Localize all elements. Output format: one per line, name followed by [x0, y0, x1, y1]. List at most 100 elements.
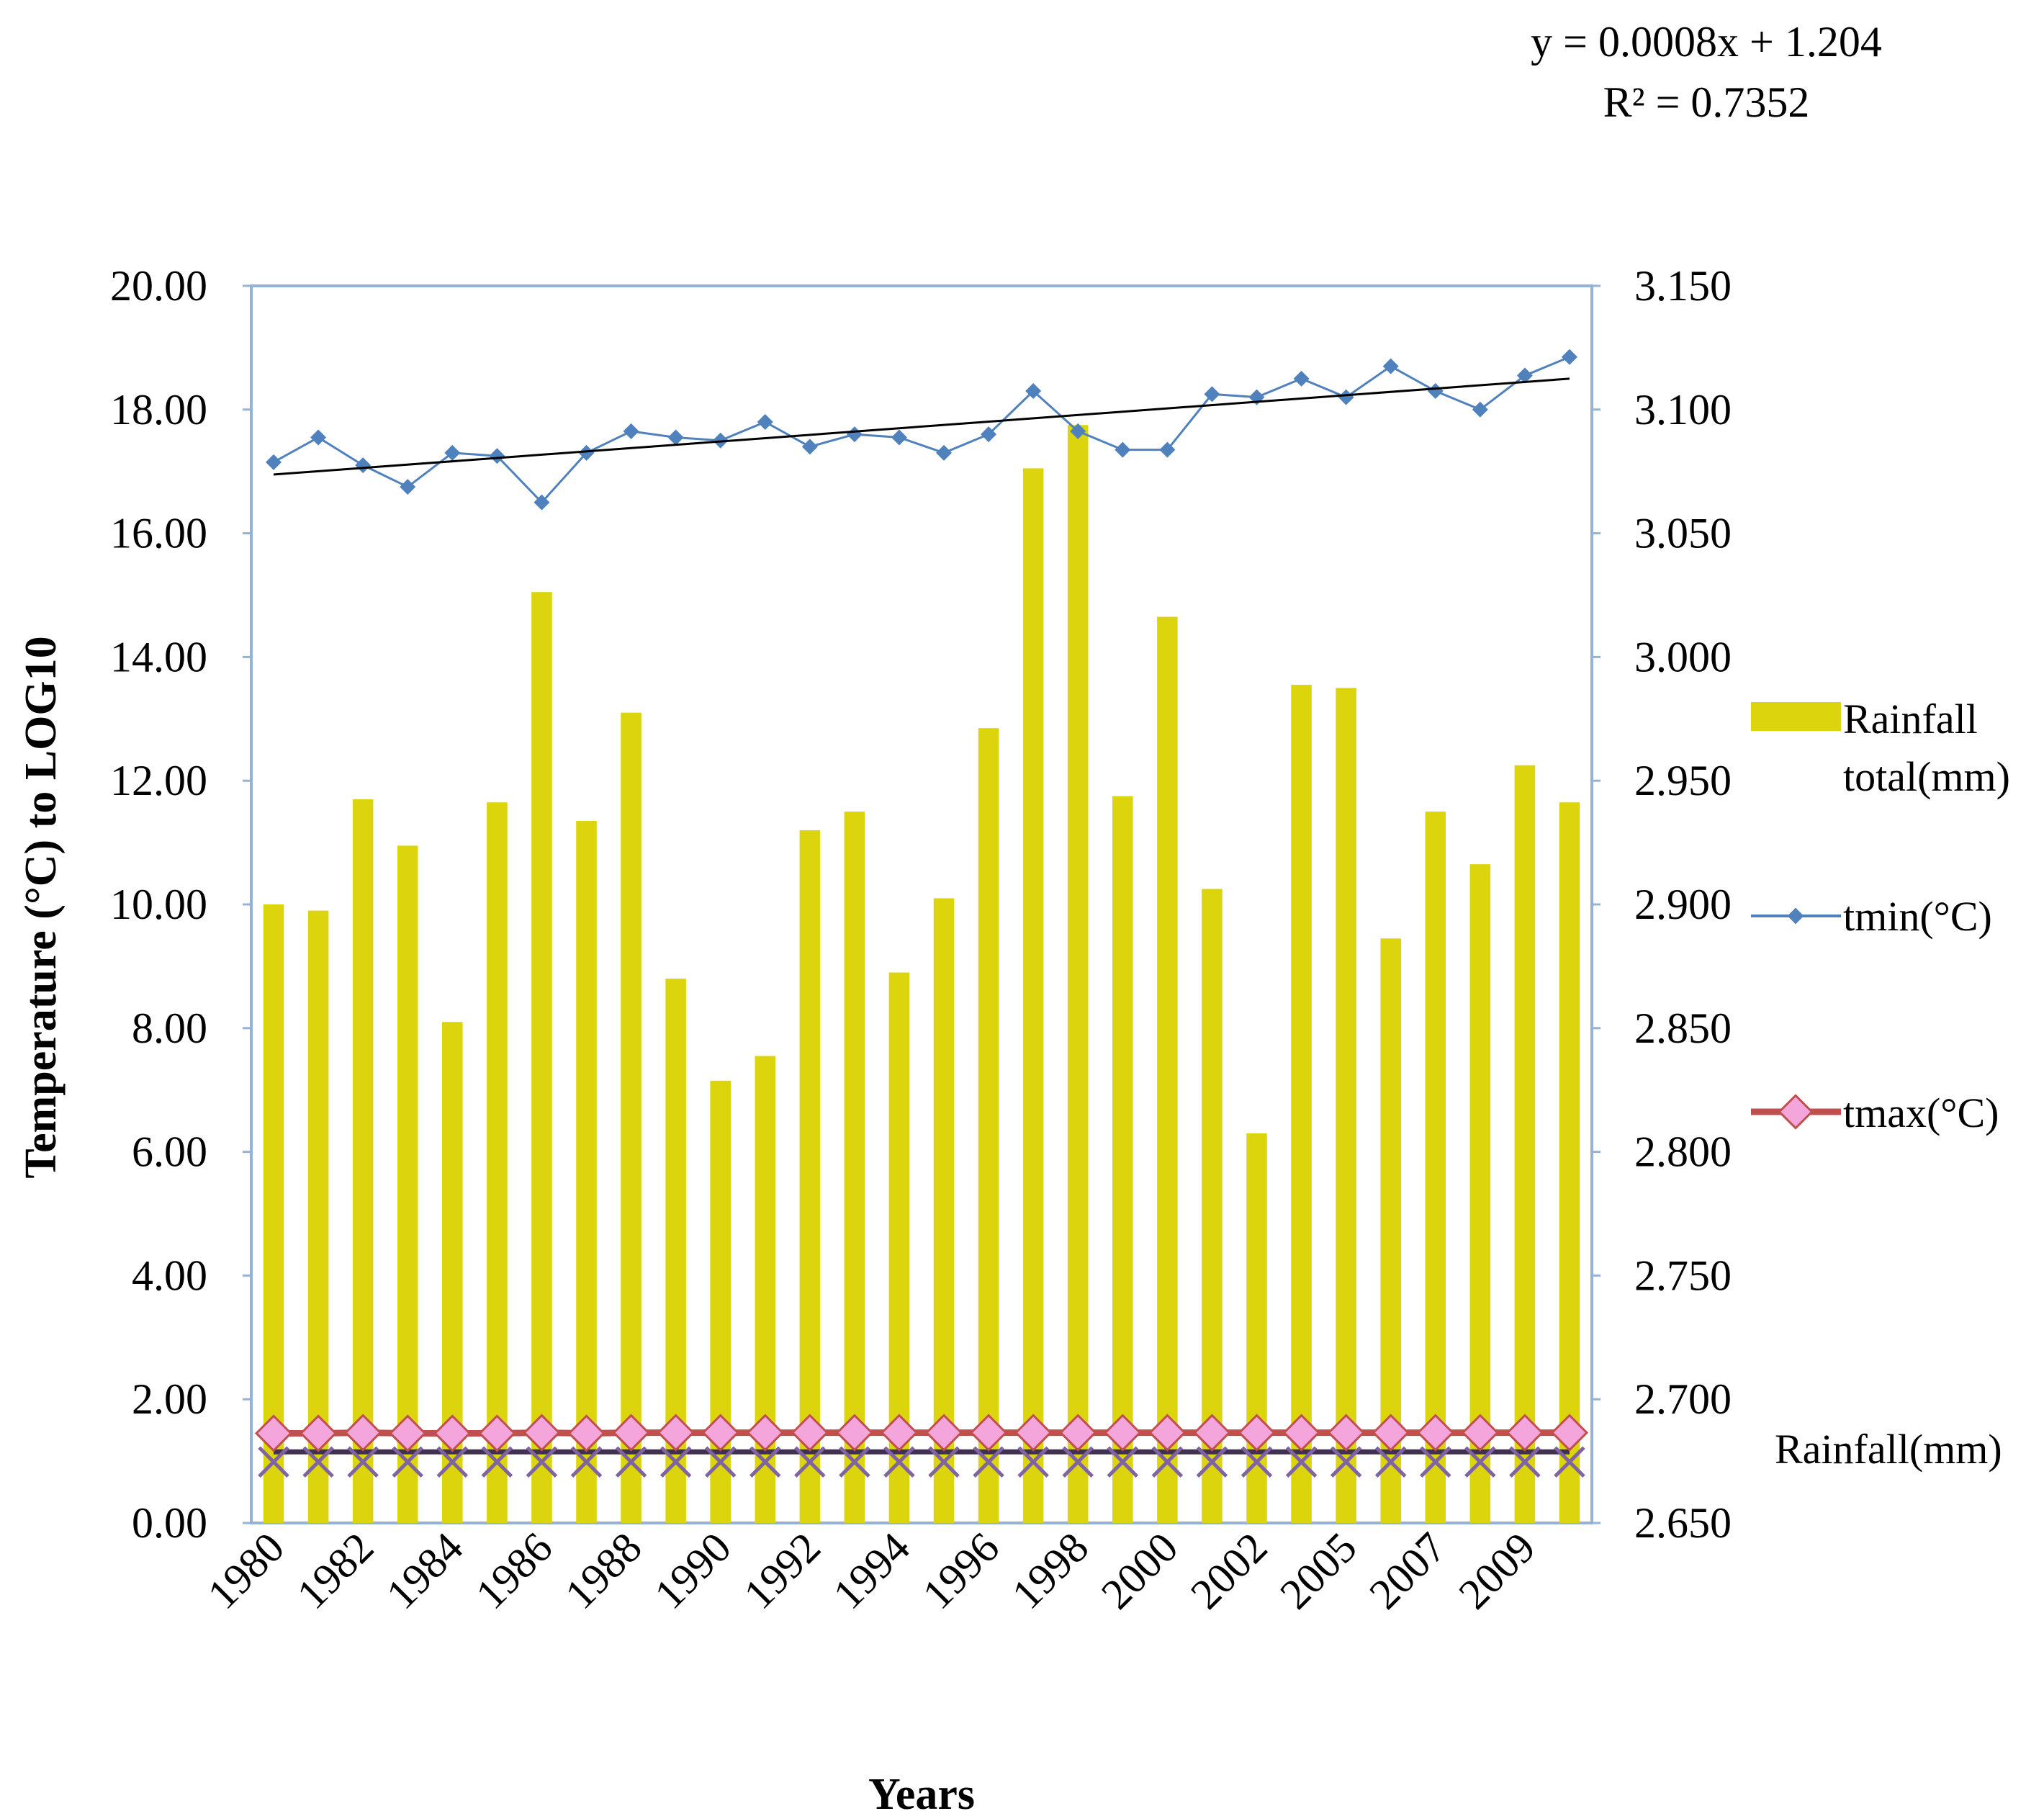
marker-tmax-1996	[969, 1414, 1008, 1452]
legend: Rainfall total(mm) tmin(°C) tmax(°C) Rai…	[1751, 696, 2010, 1473]
x-tick-label-2000: 2000	[1092, 1524, 1187, 1619]
marker-tmin-2004	[1293, 370, 1310, 387]
x-tick-label-1984: 1984	[377, 1524, 472, 1619]
bar-series-rainfall-total	[263, 425, 1580, 1524]
marker-tmin-1993	[846, 426, 863, 443]
bar-rainfall-2007	[1425, 812, 1446, 1523]
marker-tmax-1993	[835, 1414, 874, 1452]
y-right-tick-label-10: 3.150	[1634, 262, 1732, 310]
marker-tmin-2000	[1159, 441, 1176, 458]
marker-tmin-2001	[1204, 386, 1220, 403]
marker-tmax-2008	[1461, 1414, 1499, 1452]
marker-tmax-1988	[612, 1414, 650, 1452]
marker-rainfall-mm-1990	[704, 1446, 737, 1478]
marker-tmin-1983	[400, 479, 416, 495]
legend-label-rainfall-mm: Rainfall(mm)	[1775, 1426, 2002, 1473]
marker-tmax-2005	[1327, 1414, 1365, 1452]
marker-rainfall-mm-2002	[1241, 1446, 1273, 1478]
marker-rainfall-mm-2005	[1330, 1446, 1362, 1478]
marker-tmin-2008	[1472, 401, 1488, 418]
marker-rainfall-mm-2007	[1420, 1446, 1451, 1478]
marker-rainfall-mm-1999	[1107, 1446, 1139, 1478]
marker-tmin-1995	[936, 444, 953, 461]
marker-rainfall-mm-1991	[749, 1446, 781, 1478]
marker-tmax-2001	[1193, 1414, 1231, 1452]
bar-rainfall-1986	[531, 592, 552, 1523]
marker-tmax-1999	[1104, 1414, 1142, 1452]
y-right-tick-label-6: 2.950	[1634, 757, 1732, 804]
marker-rainfall-mm-1993	[839, 1446, 870, 1478]
x-tick-label-2009: 2009	[1450, 1524, 1545, 1619]
trendline-equation: y = 0.0008x + 1.204	[1531, 18, 1882, 66]
marker-tmin-1986	[533, 494, 550, 511]
marker-rainfall-mm-1985	[481, 1446, 513, 1478]
y-left-tick-label-0: 0.00	[132, 1499, 207, 1547]
marker-tmin-1994	[891, 429, 907, 446]
marker-tmin-1997	[1025, 383, 1042, 400]
y-left-tick-label-7: 14.00	[110, 633, 207, 680]
y-left-axis-title: Temperature (°C) to LOG10	[17, 636, 66, 1178]
x-tick-label-2002: 2002	[1181, 1524, 1277, 1619]
marker-tmax-1983	[389, 1414, 427, 1452]
bar-rainfall-1983	[397, 845, 418, 1523]
x-tick-label-1986: 1986	[467, 1524, 562, 1619]
marker-tmin-1989	[667, 429, 684, 446]
bar-rainfall-1985	[487, 802, 508, 1523]
bar-rainfall-2009	[1514, 765, 1536, 1523]
marker-tmin-2005	[1338, 389, 1354, 405]
y-left-tick-label-3: 6.00	[132, 1128, 207, 1176]
marker-tmax-1992	[791, 1414, 829, 1452]
marker-tmax-1987	[567, 1414, 605, 1452]
marker-tmax-1994	[880, 1414, 919, 1452]
marker-tmax-2009	[1505, 1414, 1544, 1452]
marker-rainfall-mm-2006	[1374, 1446, 1407, 1478]
x-tick-label-1990: 1990	[645, 1524, 740, 1619]
marker-tmin-2006	[1382, 358, 1399, 374]
bar-rainfall-2008	[1469, 864, 1491, 1523]
bar-rainfall-2002	[1246, 1133, 1267, 1523]
marker-tmax-1981	[299, 1414, 338, 1452]
marker-tmax-1998	[1059, 1414, 1097, 1452]
marker-rainfall-mm-1984	[436, 1446, 469, 1478]
y-right-tick-label-0: 2.650	[1634, 1499, 1732, 1547]
marker-rainfall-mm-1981	[302, 1446, 334, 1478]
y-right-tick-label-2: 2.750	[1634, 1251, 1732, 1299]
bar-rainfall-1982	[352, 799, 374, 1523]
y-right-tick-label-8: 3.050	[1634, 510, 1732, 557]
marker-rainfall-mm-2004	[1285, 1446, 1318, 1478]
line-tmin	[273, 356, 1570, 504]
x-tick-label-1988: 1988	[556, 1524, 651, 1619]
x-tick-label-2007: 2007	[1360, 1524, 1455, 1619]
line-series-group	[254, 349, 1589, 1478]
marker-rainfall-mm-1992	[794, 1446, 826, 1478]
x-tick-label-1996: 1996	[914, 1524, 1009, 1619]
marker-tmax-2007	[1416, 1414, 1454, 1452]
marker-tmin-2007	[1427, 383, 1444, 400]
marker-rainfall-mm-1989	[659, 1446, 692, 1478]
marker-tmin-1991	[757, 413, 773, 430]
marker-tmax-1997	[1014, 1414, 1053, 1452]
marker-tmax-1995	[924, 1414, 963, 1452]
marker-tmin-1981	[310, 429, 327, 446]
x-tick-label-1998: 1998	[1003, 1524, 1098, 1619]
marker-rainfall-mm-1994	[883, 1446, 915, 1478]
x-axis-title: Years	[868, 1770, 975, 1811]
x-tick-label-1992: 1992	[735, 1524, 830, 1619]
marker-tmax-1985	[478, 1414, 516, 1452]
marker-rainfall-mm-2008	[1464, 1446, 1496, 1478]
legend-label-tmax: tmax(°C)	[1843, 1089, 1999, 1136]
marker-tmin-2009	[1516, 367, 1533, 384]
legend-swatch-rainfall-total	[1751, 702, 1841, 731]
y-right-tick-label-1: 2.700	[1634, 1375, 1732, 1423]
marker-rainfall-mm-1998	[1062, 1446, 1094, 1478]
marker-rainfall-mm-1996	[973, 1446, 1004, 1478]
bar-rainfall-1992	[799, 830, 821, 1523]
x-tick-label-1982: 1982	[288, 1524, 383, 1619]
marker-rainfall-mm-1995	[928, 1446, 960, 1478]
marker-tmin-1998	[1070, 423, 1086, 439]
x-tick-label-1980: 1980	[199, 1524, 294, 1619]
marker-rainfall-mm-1997	[1017, 1446, 1049, 1478]
marker-tmin-1982	[355, 457, 372, 474]
marker-tmax-1991	[746, 1414, 784, 1452]
marker-tmax-2002	[1238, 1414, 1276, 1452]
